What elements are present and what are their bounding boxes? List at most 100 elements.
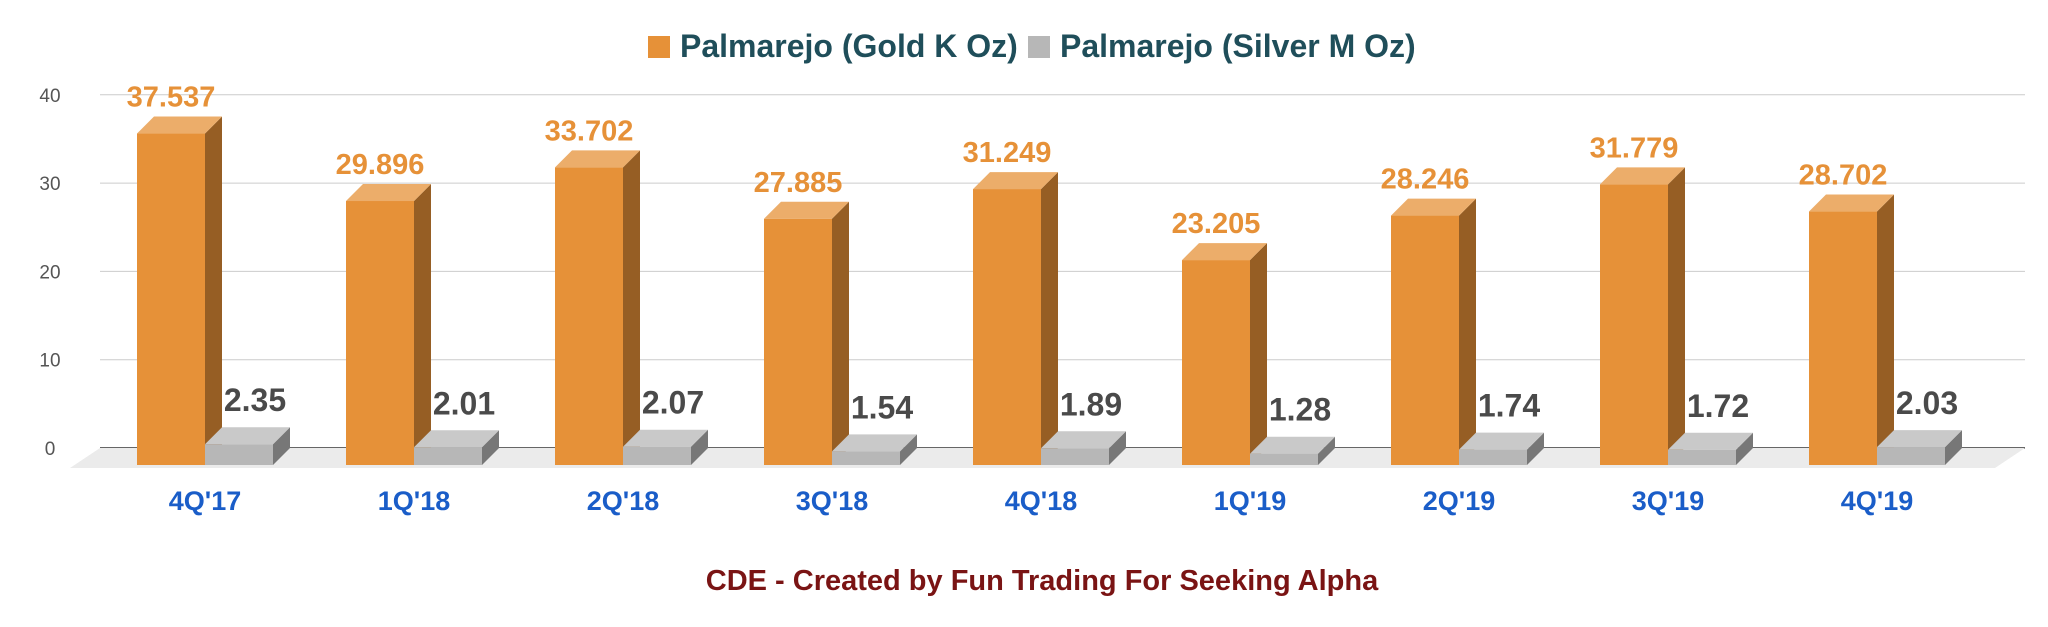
silver-bar (832, 434, 917, 465)
bar-side-face (623, 150, 640, 465)
gold-bar (1182, 243, 1267, 465)
x-axis-ticks: 4Q'17 1Q'18 2Q'18 3Q'18 4Q'18 1Q'19 2Q'19 3Q'19… (169, 486, 1913, 516)
y-tick-label: 40 (39, 86, 60, 107)
gold-bar (1600, 167, 1685, 466)
bar-top-face (346, 184, 431, 202)
y-axis-ticks: 0 10 20 30 40 (39, 86, 60, 460)
bar-top-face (623, 429, 708, 447)
bar-front-face (1877, 447, 1945, 465)
chart-legend: Palmarejo (Gold K Oz) Palmarejo (Silver … (648, 28, 1416, 64)
bar-top-face (1250, 436, 1335, 454)
gold-data-label: 33.702 (545, 115, 634, 147)
bar-front-face (1041, 448, 1109, 465)
bar-top-face (1459, 432, 1544, 450)
legend-swatch-gold (648, 36, 670, 58)
bar-front-face (1459, 449, 1527, 465)
bar-side-face (1318, 436, 1335, 465)
x-tick-label: 2Q'19 (1423, 486, 1495, 516)
bar-side-face (1250, 243, 1267, 465)
silver-bar (1668, 432, 1753, 465)
bar-side-face (273, 427, 290, 465)
bar-top-face (764, 201, 849, 219)
bar-front-face (1668, 449, 1736, 465)
gold-data-label: 31.249 (963, 137, 1052, 169)
bar-side-face (691, 429, 708, 465)
gold-bar (764, 201, 849, 465)
silver-bar (414, 430, 499, 465)
gold-data-label: 28.702 (1799, 160, 1888, 192)
silver-data-label: 1.28 (1269, 392, 1331, 428)
bar-top-face (1600, 167, 1685, 185)
gold-bar (973, 172, 1058, 465)
gold-bar (137, 116, 222, 466)
bar-front-face (764, 218, 832, 465)
bar-top-face (555, 150, 640, 168)
bar-top-face (1877, 430, 1962, 448)
legend-label-silver: Palmarejo (Silver M Oz) (1060, 28, 1416, 64)
bar-top-face (205, 427, 290, 445)
silver-data-label: 1.54 (851, 389, 913, 425)
bar-side-face (1877, 194, 1894, 465)
chart-footer: CDE - Created by Fun Trading For Seeking… (706, 565, 1379, 597)
x-tick-label: 4Q'18 (1005, 486, 1077, 516)
x-tick-label: 1Q'18 (378, 486, 450, 516)
gold-data-label: 29.896 (336, 149, 425, 181)
y-tick-label: 10 (39, 351, 60, 372)
bar-front-face (555, 167, 623, 465)
legend-label-gold: Palmarejo (Gold K Oz) (680, 28, 1018, 64)
bar-front-face (973, 189, 1041, 465)
silver-data-label: 1.74 (1478, 388, 1540, 424)
silver-bar (623, 429, 708, 465)
silver-bar (1250, 436, 1335, 465)
bar-top-face (1809, 194, 1894, 212)
x-tick-label: 4Q'19 (1841, 486, 1913, 516)
bar-top-face (1668, 432, 1753, 450)
x-tick-label: 3Q'18 (796, 486, 868, 516)
silver-data-label: 2.07 (642, 385, 704, 421)
silver-data-label: 2.35 (224, 382, 286, 418)
bar-top-face (832, 434, 917, 452)
bar-front-face (623, 446, 691, 465)
bar-front-face (346, 201, 414, 466)
gold-bar (1391, 198, 1476, 465)
bar-side-face (205, 116, 222, 466)
bar-front-face (137, 133, 205, 466)
legend-swatch-silver (1028, 36, 1050, 58)
x-tick-label: 1Q'19 (1214, 486, 1286, 516)
x-tick-label: 2Q'18 (587, 486, 659, 516)
gold-data-label: 37.537 (127, 82, 216, 114)
bar-front-face (1250, 453, 1318, 465)
bar-side-face (482, 430, 499, 465)
y-tick-label: 30 (39, 174, 60, 195)
bar-front-face (1809, 211, 1877, 465)
gold-data-label: 28.246 (1381, 164, 1470, 196)
y-tick-label: 20 (39, 262, 60, 283)
silver-data-label: 1.72 (1687, 388, 1749, 424)
x-tick-label: 4Q'17 (169, 486, 241, 516)
bar-front-face (414, 447, 482, 465)
bar-side-face (1459, 198, 1476, 465)
silver-bar (1459, 432, 1544, 465)
data-labels: 37.537 2.35 29.896 2.01 33.702 2.07 27.885 1.54… (127, 82, 1961, 431)
bar-front-face (1600, 184, 1668, 466)
bar-top-face (1182, 243, 1267, 261)
silver-data-label: 2.01 (433, 385, 495, 421)
bar-side-face (1527, 432, 1544, 465)
silver-data-label: 1.89 (1060, 386, 1122, 422)
gold-data-label: 27.885 (754, 167, 843, 199)
bar-top-face (137, 116, 222, 134)
bar-side-face (414, 184, 431, 466)
bar-side-face (900, 434, 917, 465)
bar-side-face (1945, 430, 1962, 465)
silver-bar (205, 427, 290, 465)
bar-front-face (832, 451, 900, 465)
bar-top-face (973, 172, 1058, 190)
bar-side-face (1668, 167, 1685, 466)
bar-top-face (1391, 198, 1476, 216)
bar-side-face (1109, 431, 1126, 465)
bar-side-face (832, 201, 849, 465)
gold-data-label: 31.779 (1590, 132, 1679, 164)
gold-bar (1809, 194, 1894, 465)
bar-top-face (1041, 431, 1126, 449)
bar-front-face (1182, 260, 1250, 465)
